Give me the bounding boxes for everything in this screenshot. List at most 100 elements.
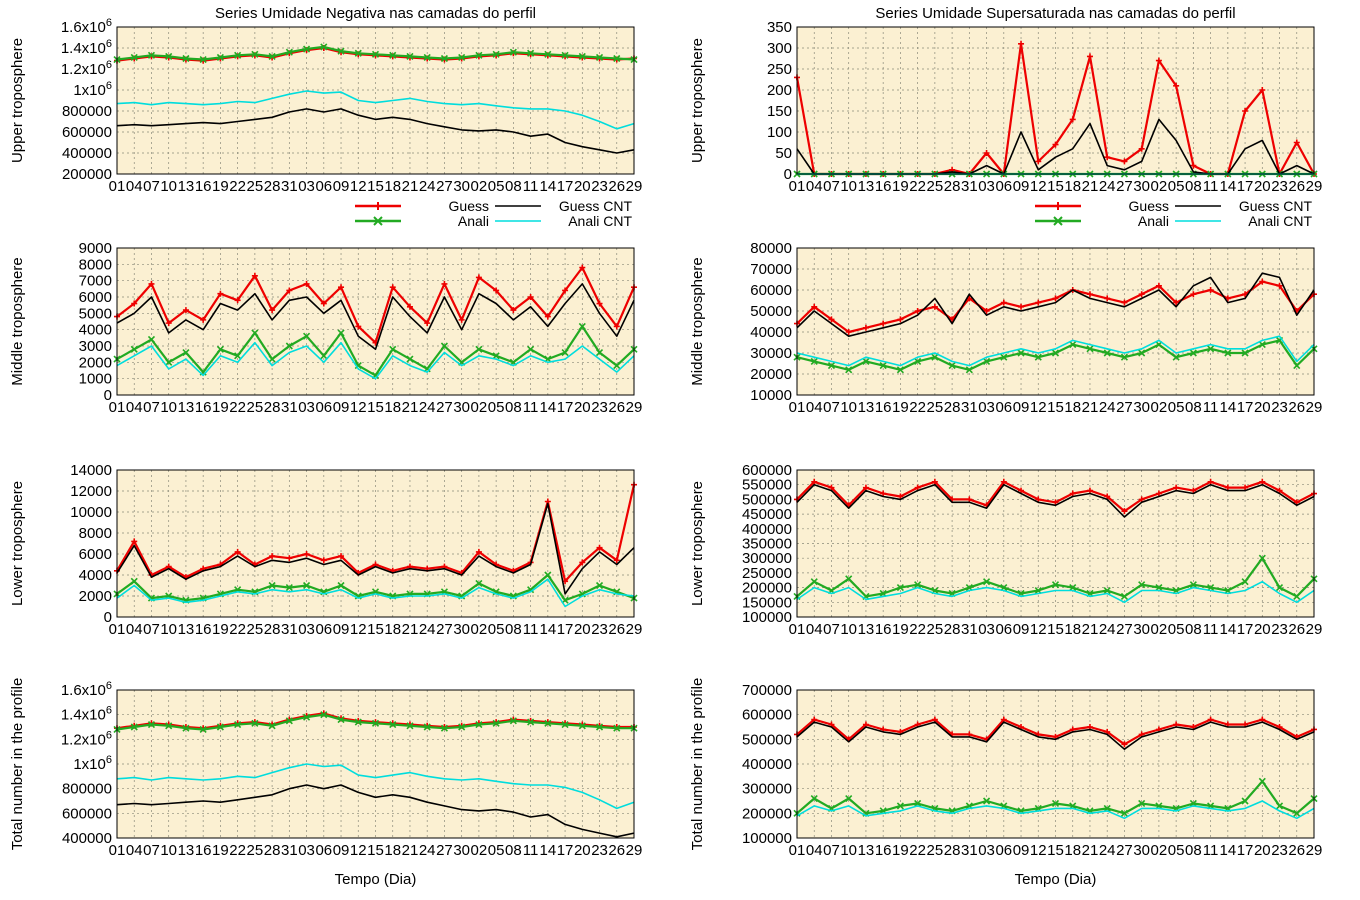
x-tick-label: 19 <box>892 178 909 195</box>
series-anali-point <box>147 720 156 729</box>
series-anali-point <box>337 329 345 337</box>
plot-frame <box>796 247 1315 396</box>
y-tick-label: 3000 <box>79 338 112 355</box>
x-tick-label: 19 <box>212 178 229 195</box>
series-guess-point <box>510 307 517 314</box>
series-anali-point <box>268 581 276 590</box>
x-tick-label: 22 <box>909 399 926 416</box>
x-tick-label: 06 <box>315 399 332 416</box>
series-guess-point <box>200 316 207 323</box>
x-tick-label: 31 <box>961 178 978 195</box>
x-tick-label: 02 <box>1151 621 1168 638</box>
series-anali-point <box>827 362 836 370</box>
x-tick-label: 11 <box>1203 842 1219 859</box>
x-tick-label: 19 <box>892 621 909 638</box>
series-anali-point <box>475 51 483 59</box>
y-axis-label: Total number in the profile <box>689 678 706 851</box>
x-tick-label: 07 <box>143 178 160 195</box>
y-axis-label: Lower troposphere <box>689 481 706 606</box>
series-guess-point <box>217 290 224 297</box>
series-anali-point <box>845 366 853 374</box>
y-tick-label: 400000 <box>742 756 792 773</box>
series-anali-point <box>914 581 922 589</box>
series-guess-point <box>914 308 921 314</box>
x-tick-label: 26 <box>608 178 625 195</box>
x-tick-label: 05 <box>1168 621 1185 638</box>
x-tick-label: 04 <box>806 178 823 195</box>
x-tick-label: 21 <box>1082 842 1099 859</box>
series-anali-point <box>182 54 190 63</box>
series-guess-point <box>1190 162 1197 169</box>
x-tick-label: 01 <box>109 399 126 416</box>
chart-panel-3: 01 04 07 10 13 16 19 22 25 28 31 03 06 09 12 15 18 21 24 27… <box>9 240 642 416</box>
x-tick-label: 05 <box>1168 842 1185 859</box>
y-tick-label: 60000 <box>750 282 792 299</box>
x-tick-label: 22 <box>229 621 246 638</box>
x-tick-label: 03 <box>978 178 995 195</box>
x-tick-label: 17 <box>557 178 574 195</box>
series-anali-point <box>475 579 483 587</box>
y-tick-label: 400000 <box>62 145 112 162</box>
series-anali-point <box>389 345 397 353</box>
x-tick-label: 24 <box>1099 621 1116 638</box>
x-tick-label: 05 <box>488 399 505 416</box>
x-tick-label: 14 <box>1219 399 1236 416</box>
series-guess-point <box>1155 57 1162 64</box>
x-tick-label: 05 <box>1168 178 1185 195</box>
x-tick-label: 26 <box>1288 842 1305 859</box>
x-tick-label: 15 <box>367 621 384 638</box>
x-tick-label: 10 <box>840 178 857 195</box>
series-guess-point <box>131 538 138 545</box>
series-anali-point <box>182 724 190 732</box>
x-tick-label: 06 <box>315 178 332 195</box>
series-anali-point <box>1069 584 1077 592</box>
x-tick-label: 31 <box>281 621 298 638</box>
x-tick-label: 10 <box>160 621 177 638</box>
y-tick-label: 4000 <box>79 567 112 584</box>
x-tick-label: 03 <box>978 621 995 638</box>
series-anali-point <box>354 362 362 370</box>
x-tick-label: 23 <box>591 399 608 416</box>
series-guess-point <box>1259 278 1266 285</box>
x-tick-label: 27 <box>1116 621 1133 638</box>
x-tick-label: 24 <box>1099 842 1116 859</box>
series-anali-cnt-line <box>116 763 635 810</box>
legend-marker <box>1053 216 1063 226</box>
x-tick-label: 08 <box>505 178 522 195</box>
series-guess-cnt-line <box>796 272 1315 338</box>
series-guess-point <box>845 329 852 335</box>
x-tick-label: 29 <box>1306 842 1323 859</box>
x-tick-label: 25 <box>927 178 944 195</box>
x-tick-label: 15 <box>367 178 384 195</box>
x-tick-label: 21 <box>402 178 419 195</box>
y-tick-label: 1.4x106 <box>61 38 112 57</box>
y-tick-label: 1.6x106 <box>61 680 112 699</box>
series-anali-point <box>1086 345 1094 353</box>
y-tick-label: 200000 <box>62 166 112 183</box>
series-anali-point <box>303 713 311 721</box>
series-guess-point <box>424 320 431 327</box>
x-tick-label: 08 <box>1185 178 1202 195</box>
x-tick-label: 04 <box>126 842 143 859</box>
x-tick-label: 06 <box>995 621 1012 638</box>
x-tick-label: 16 <box>195 399 212 416</box>
x-tick-label: 14 <box>1219 842 1236 859</box>
x-tick-label: 02 <box>471 399 488 416</box>
series-anali-point <box>1051 349 1060 357</box>
series-guess-point <box>1242 484 1249 491</box>
x-tick-label: 01 <box>789 842 806 859</box>
series-anali-point <box>147 51 156 59</box>
series-anali-point <box>423 53 431 62</box>
y-tick-label: 200000 <box>742 580 792 597</box>
x-tick-label: 02 <box>1151 178 1168 195</box>
x-tick-label: 07 <box>823 621 840 638</box>
plot-frame <box>116 469 635 618</box>
y-tick-label: 1x106 <box>73 80 112 99</box>
x-tick-label: 02 <box>471 842 488 859</box>
series-guess-point <box>165 320 172 327</box>
y-tick-label: 6000 <box>79 546 112 563</box>
plot-frame <box>796 26 1315 175</box>
series-guess-point <box>1121 741 1128 748</box>
x-tick-label: 23 <box>1271 178 1288 195</box>
y-tick-label: 700000 <box>742 682 792 699</box>
